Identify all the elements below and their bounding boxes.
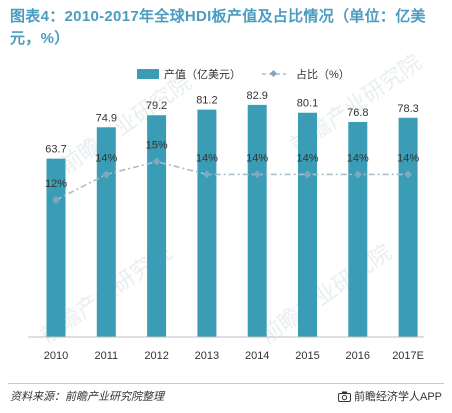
bars	[46, 104, 418, 338]
share-point	[152, 157, 161, 166]
share-value-label: 14%	[296, 152, 318, 164]
legend: 产值（亿美元） 占比（%）	[137, 67, 350, 81]
x-tick-label: 2011	[94, 350, 118, 362]
x-tick-label: 2012	[144, 350, 168, 362]
legend-swatch-output	[137, 69, 159, 79]
bar-value-label: 78.3	[397, 103, 418, 115]
x-tick-label: 2017E	[392, 350, 424, 362]
bar-value-label: 82.9	[246, 90, 267, 102]
footer-divider	[8, 383, 444, 384]
share-value-label: 14%	[246, 152, 268, 164]
legend-label-share: 占比（%）	[296, 67, 350, 81]
bar	[96, 127, 116, 337]
share-line-path	[55, 160, 409, 201]
x-tick-label: 2013	[195, 350, 219, 362]
credit-text: 前瞻经济学人APP	[353, 391, 442, 403]
bar	[247, 104, 267, 337]
share-value-label: 14%	[95, 152, 117, 164]
bar	[46, 158, 66, 337]
credit: 前瞻经济学人APP	[337, 388, 442, 404]
bar-value-label: 81.2	[196, 95, 217, 107]
share-point	[303, 170, 312, 179]
legend-marker-share	[269, 69, 278, 78]
x-tick-label: 2015	[295, 350, 319, 362]
watermark-text: 前瞻产业研究院	[55, 69, 196, 178]
bar	[398, 117, 418, 337]
chart-title: 图表4：2010-2017年全球HDI板产值及占比情况（单位：亿美元，%）	[10, 8, 426, 47]
bar-value-label: 63.7	[45, 144, 66, 156]
share-point	[102, 170, 111, 179]
bar-value-label: 80.1	[297, 98, 318, 110]
camera-icon	[337, 391, 351, 402]
bar	[147, 115, 167, 338]
share-value-label: 14%	[347, 152, 369, 164]
bar	[298, 112, 317, 337]
x-tick-label: 2014	[245, 350, 269, 362]
watermarks: 前瞻产业研究院前瞻产业研究院前瞻产业研究院前瞻产业研究院	[35, 49, 426, 348]
x-tick-label: 2016	[346, 350, 370, 362]
bar-value-label: 79.2	[146, 100, 167, 112]
share-value-label: 14%	[196, 152, 218, 164]
source-note: 资料来源：前瞻产业研究院整理	[10, 391, 164, 403]
share-value-label: 12%	[45, 178, 67, 190]
bar-value-label: 76.8	[347, 107, 368, 119]
bar-value-label: 74.9	[96, 112, 117, 124]
x-tick-label: 2010	[44, 350, 68, 362]
bar	[348, 121, 368, 338]
watermark-text: 前瞻产业研究院	[255, 239, 396, 348]
data-labels: 63.7 74.9 79.2 81.2 82.9 80.1 76.8 78.3 12% 14% 15…	[45, 90, 419, 190]
share-value-label: 15%	[146, 140, 168, 152]
legend-label-output: 产值（亿美元）	[164, 67, 241, 81]
share-point	[353, 170, 362, 179]
x-tick-labels: 2010 2011 2012 2013 2014 2015 2016 2017E	[44, 350, 424, 362]
bar	[197, 109, 217, 337]
share-value-label: 14%	[397, 152, 419, 164]
